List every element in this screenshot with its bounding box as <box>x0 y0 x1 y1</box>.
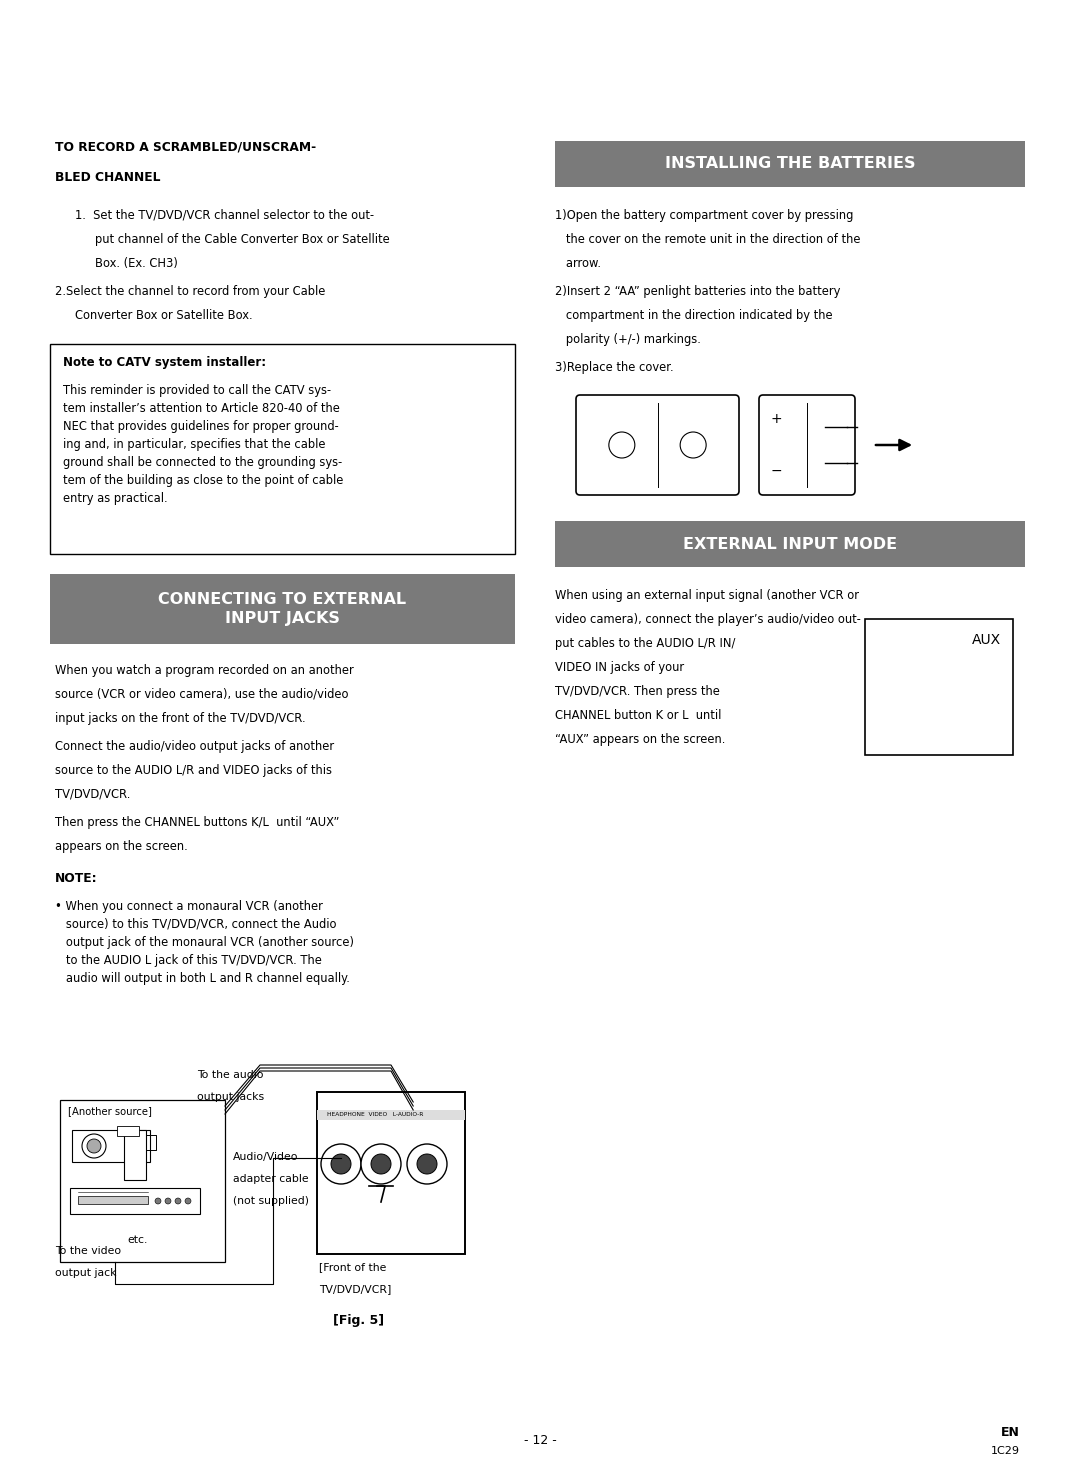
FancyBboxPatch shape <box>759 395 855 495</box>
Text: - 12 -: - 12 - <box>524 1435 556 1448</box>
Text: NOTE:: NOTE: <box>55 873 97 884</box>
Bar <box>72 1130 150 1162</box>
Text: put cables to the AUDIO L/R IN/: put cables to the AUDIO L/R IN/ <box>555 637 735 649</box>
Bar <box>865 620 1013 754</box>
Text: TO RECORD A SCRAMBLED/UNSCRAM-: TO RECORD A SCRAMBLED/UNSCRAM- <box>55 141 316 154</box>
Text: TV/DVD/VCR. Then press the: TV/DVD/VCR. Then press the <box>555 685 720 698</box>
Text: 1C29: 1C29 <box>991 1446 1020 1455</box>
Text: input jacks on the front of the TV/DVD/VCR.: input jacks on the front of the TV/DVD/V… <box>55 711 306 725</box>
Text: Converter Box or Satellite Box.: Converter Box or Satellite Box. <box>75 309 253 322</box>
Text: the cover on the remote unit in the direction of the: the cover on the remote unit in the dire… <box>555 234 861 246</box>
Text: source (VCR or video camera), use the audio/video: source (VCR or video camera), use the au… <box>55 688 349 701</box>
Text: Audio/Video: Audio/Video <box>233 1152 298 1162</box>
Circle shape <box>87 1139 102 1154</box>
Text: When using an external input signal (another VCR or: When using an external input signal (ano… <box>555 589 859 602</box>
Bar <box>50 345 515 555</box>
Text: 1.  Set the TV/DVD/VCR channel selector to the out-: 1. Set the TV/DVD/VCR channel selector t… <box>75 209 374 222</box>
Text: • When you connect a monaural VCR (another
   source) to this TV/DVD/VCR, connec: • When you connect a monaural VCR (anoth… <box>55 901 354 985</box>
Text: [Front of the: [Front of the <box>319 1262 387 1272</box>
Bar <box>555 141 1025 186</box>
Circle shape <box>407 1143 447 1185</box>
Bar <box>555 521 1025 566</box>
Text: [Fig. 5]: [Fig. 5] <box>333 1313 384 1327</box>
Circle shape <box>417 1154 437 1174</box>
Text: 1)Open the battery compartment cover by pressing: 1)Open the battery compartment cover by … <box>555 209 853 222</box>
Text: [Another source]: [Another source] <box>68 1106 152 1117</box>
Circle shape <box>321 1143 361 1185</box>
Text: Box. (Ex. CH3): Box. (Ex. CH3) <box>95 257 178 271</box>
Text: HEADPHONE  VIDEO   L-AUDIO-R: HEADPHONE VIDEO L-AUDIO-R <box>327 1112 423 1117</box>
Text: This reminder is provided to call the CATV sys-
tem installer’s attention to Art: This reminder is provided to call the CA… <box>63 385 343 504</box>
Text: To the video: To the video <box>55 1245 121 1256</box>
Text: AUX: AUX <box>972 633 1001 646</box>
Text: source to the AUDIO L/R and VIDEO jacks of this: source to the AUDIO L/R and VIDEO jacks … <box>55 765 332 776</box>
Text: polarity (+/-) markings.: polarity (+/-) markings. <box>555 333 701 346</box>
Circle shape <box>156 1198 161 1204</box>
Text: EXTERNAL INPUT MODE: EXTERNAL INPUT MODE <box>683 537 897 552</box>
Text: 3)Replace the cover.: 3)Replace the cover. <box>555 361 674 374</box>
Bar <box>124 1130 146 1180</box>
Text: adapter cable: adapter cable <box>233 1174 309 1185</box>
Text: 2)Insert 2 “AA” penlight batteries into the battery: 2)Insert 2 “AA” penlight batteries into … <box>555 285 840 297</box>
Bar <box>318 1092 465 1254</box>
Circle shape <box>185 1198 191 1204</box>
Text: Connect the audio/video output jacks of another: Connect the audio/video output jacks of … <box>55 740 334 753</box>
Circle shape <box>165 1198 171 1204</box>
Bar <box>78 1197 148 1204</box>
Text: Then press the CHANNEL buttons K/L  until “AUX”: Then press the CHANNEL buttons K/L until… <box>55 816 339 830</box>
Text: output jack: output jack <box>55 1268 117 1278</box>
Circle shape <box>82 1134 106 1158</box>
Text: put channel of the Cable Converter Box or Satellite: put channel of the Cable Converter Box o… <box>95 234 390 246</box>
Text: CONNECTING TO EXTERNAL
INPUT JACKS: CONNECTING TO EXTERNAL INPUT JACKS <box>159 592 406 626</box>
Text: etc.: etc. <box>127 1235 148 1245</box>
Text: 2.Select the channel to record from your Cable: 2.Select the channel to record from your… <box>55 285 325 297</box>
Text: INSTALLING THE BATTERIES: INSTALLING THE BATTERIES <box>665 157 915 172</box>
Bar <box>318 1111 465 1120</box>
Text: TV/DVD/VCR]: TV/DVD/VCR] <box>319 1284 391 1294</box>
Circle shape <box>372 1154 391 1174</box>
Text: video camera), connect the player’s audio/video out-: video camera), connect the player’s audi… <box>555 612 861 626</box>
FancyBboxPatch shape <box>576 395 739 495</box>
Bar <box>70 1188 200 1214</box>
Text: Note to CATV system installer:: Note to CATV system installer: <box>63 356 266 368</box>
Text: TV/DVD/VCR.: TV/DVD/VCR. <box>55 788 131 802</box>
Text: output jacks: output jacks <box>197 1092 265 1102</box>
Circle shape <box>609 432 635 458</box>
Text: CHANNEL button K or L  until: CHANNEL button K or L until <box>555 708 721 722</box>
Text: appears on the screen.: appears on the screen. <box>55 840 188 853</box>
Text: To the audio: To the audio <box>197 1069 264 1080</box>
Text: “AUX” appears on the screen.: “AUX” appears on the screen. <box>555 734 726 745</box>
Circle shape <box>680 432 706 458</box>
Circle shape <box>361 1143 401 1185</box>
Bar <box>50 574 515 643</box>
Text: +: + <box>770 413 782 426</box>
Text: VIDEO IN jacks of your: VIDEO IN jacks of your <box>555 661 684 674</box>
Text: compartment in the direction indicated by the: compartment in the direction indicated b… <box>555 309 833 322</box>
Bar <box>60 1100 225 1262</box>
Text: −: − <box>770 464 782 478</box>
Bar <box>117 1126 139 1136</box>
Text: BLED CHANNEL: BLED CHANNEL <box>55 172 161 183</box>
Text: (not supplied): (not supplied) <box>233 1197 309 1205</box>
Text: arrow.: arrow. <box>555 257 600 271</box>
Text: EN: EN <box>1001 1427 1020 1439</box>
Circle shape <box>330 1154 351 1174</box>
Circle shape <box>175 1198 181 1204</box>
Text: When you watch a program recorded on an another: When you watch a program recorded on an … <box>55 664 354 677</box>
